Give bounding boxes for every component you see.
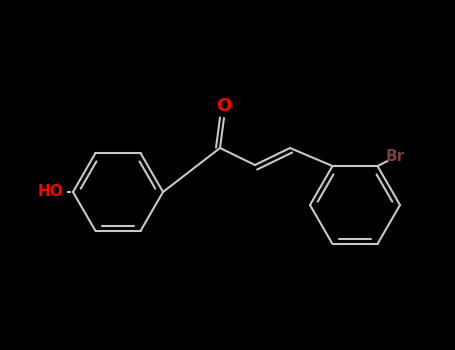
Text: O: O — [217, 97, 232, 115]
Text: HO: HO — [37, 184, 63, 200]
Text: Br: Br — [385, 148, 404, 163]
